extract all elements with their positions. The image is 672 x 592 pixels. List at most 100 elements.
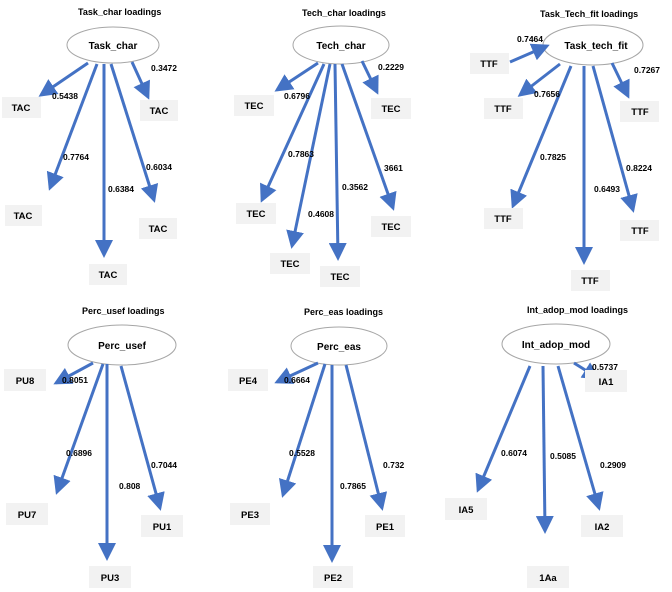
loading-value: 0.7044	[151, 460, 177, 470]
latent-ellipse	[67, 324, 177, 366]
indicator-label: TAC	[12, 103, 31, 114]
loading-arrow	[535, 365, 554, 534]
loading-arrow	[610, 62, 630, 99]
loading-value: 0.8051	[62, 375, 88, 385]
panel-tech-char: Tech_char loadings Tech_char TEC TEC TEC…	[234, 8, 411, 287]
loading-arrow	[38, 61, 89, 97]
indicator-label: TEC	[247, 209, 266, 220]
indicator-label: TAC	[14, 211, 33, 222]
loading-arrow	[130, 61, 150, 100]
indicator-label: IA1	[599, 377, 615, 388]
loading-value: 0.5737	[592, 362, 618, 372]
loading-value: 0.7656	[534, 89, 560, 99]
loading-value: 0.732	[383, 460, 405, 470]
loading-value: 0.7865	[340, 481, 366, 491]
latent-ellipse	[292, 25, 390, 65]
indicator-box: TAC	[2, 97, 41, 118]
loading-value: 0.6384	[108, 184, 134, 194]
indicator-box: TEC	[320, 266, 360, 287]
loading-value: 0.7863	[288, 149, 314, 159]
loading-arrow	[510, 65, 573, 209]
indicator-box: PE4	[228, 369, 268, 391]
indicator-label: TAC	[149, 224, 168, 235]
indicator-label: PU7	[18, 510, 36, 521]
indicator-label: PE4	[239, 376, 258, 387]
indicator-box: IA2	[581, 515, 623, 537]
indicator-box: PU3	[89, 566, 131, 588]
loading-value: 0.7267	[634, 65, 660, 75]
loading-value: 0.6493	[594, 184, 620, 194]
panel-int-adop-mod: Int_adop_mod loadings Int_adop_mod IA5 1…	[445, 305, 628, 588]
loading-arrow	[274, 361, 319, 384]
loading-arrow	[475, 365, 532, 493]
indicator-box: TTF	[620, 220, 659, 241]
loading-arrow	[53, 363, 105, 495]
indicator-label: IA5	[459, 505, 475, 516]
loading-arrow	[344, 364, 388, 511]
indicator-label: TEC	[331, 272, 350, 283]
indicator-box: TEC	[371, 216, 411, 237]
panel-task-char: Task_char loadings Task_char TAC TAC TAC…	[2, 7, 178, 285]
loading-value: 0.5438	[52, 91, 78, 101]
latent-label: Task_char	[89, 41, 138, 52]
loading-arrow	[119, 365, 165, 511]
loading-value: 0.5085	[550, 451, 576, 461]
loading-arrow	[328, 63, 347, 261]
latent-label: Int_adop_mod	[522, 340, 590, 351]
indicator-label: TTF	[631, 226, 649, 237]
loading-value: 0.6034	[146, 162, 172, 172]
indicator-box: 1Aa	[527, 566, 569, 588]
indicator-box: TAC	[140, 100, 178, 121]
loading-value: 0.6896	[66, 448, 92, 458]
indicator-box: TEC	[371, 98, 411, 119]
panel-title: Tech_char loadings	[302, 8, 386, 18]
indicator-label: TTF	[581, 276, 599, 287]
indicator-label: TAC	[99, 270, 118, 281]
loading-value: 0.3562	[342, 182, 368, 192]
indicator-box: TAC	[5, 205, 42, 226]
indicator-box: TAC	[139, 218, 177, 239]
loading-value: 3661	[384, 163, 403, 173]
indicator-label: TTF	[631, 107, 649, 118]
indicator-box: PU7	[6, 503, 48, 525]
loading-arrow	[340, 63, 397, 211]
loading-value: 0.2909	[600, 460, 626, 470]
indicator-label: PU8	[16, 376, 34, 387]
loading-arrow	[591, 65, 638, 213]
loading-value: 0.8224	[626, 163, 652, 173]
indicator-label: TEC	[245, 101, 264, 112]
indicator-label: TAC	[150, 106, 169, 117]
loading-value: 0.5528	[289, 448, 315, 458]
loading-arrow	[360, 60, 379, 95]
indicator-box: TEC	[234, 95, 274, 116]
indicator-label: TTF	[480, 59, 498, 70]
indicator-label: TEC	[382, 104, 401, 115]
indicator-box: IA5	[445, 498, 487, 520]
latent-ellipse	[66, 26, 160, 64]
indicator-label: TEC	[382, 222, 401, 233]
loading-arrow	[53, 361, 94, 385]
indicator-box: TEC	[270, 253, 310, 274]
latent-ellipse	[501, 323, 611, 365]
indicator-label: TEC	[281, 259, 300, 270]
indicator-label: TTF	[494, 214, 512, 225]
loading-value: 0.808	[119, 481, 141, 491]
indicator-label: TTF	[494, 104, 512, 115]
latent-label: Perc_usef	[98, 341, 146, 352]
panel-title: Task_Tech_fit loadings	[540, 9, 638, 19]
loading-value: 0.4608	[308, 209, 334, 219]
loading-value: 0.3472	[151, 63, 177, 73]
indicator-box: TEC	[236, 203, 276, 224]
indicator-box: TTF	[571, 270, 610, 291]
indicator-box: TAC	[89, 264, 127, 285]
loading-arrow	[279, 363, 327, 498]
loading-arrow	[109, 63, 159, 203]
latent-label: Task_tech_fit	[564, 41, 628, 52]
panel-perc-usef: Perc_usef loadings Perc_usef PU8 PU7 PU3…	[4, 306, 183, 588]
loading-arrow	[260, 63, 326, 203]
loading-value: 0.6664	[284, 375, 310, 385]
indicator-box: PU8	[4, 369, 46, 391]
indicator-box: PE3	[230, 503, 270, 525]
indicator-box: PE2	[313, 566, 353, 588]
